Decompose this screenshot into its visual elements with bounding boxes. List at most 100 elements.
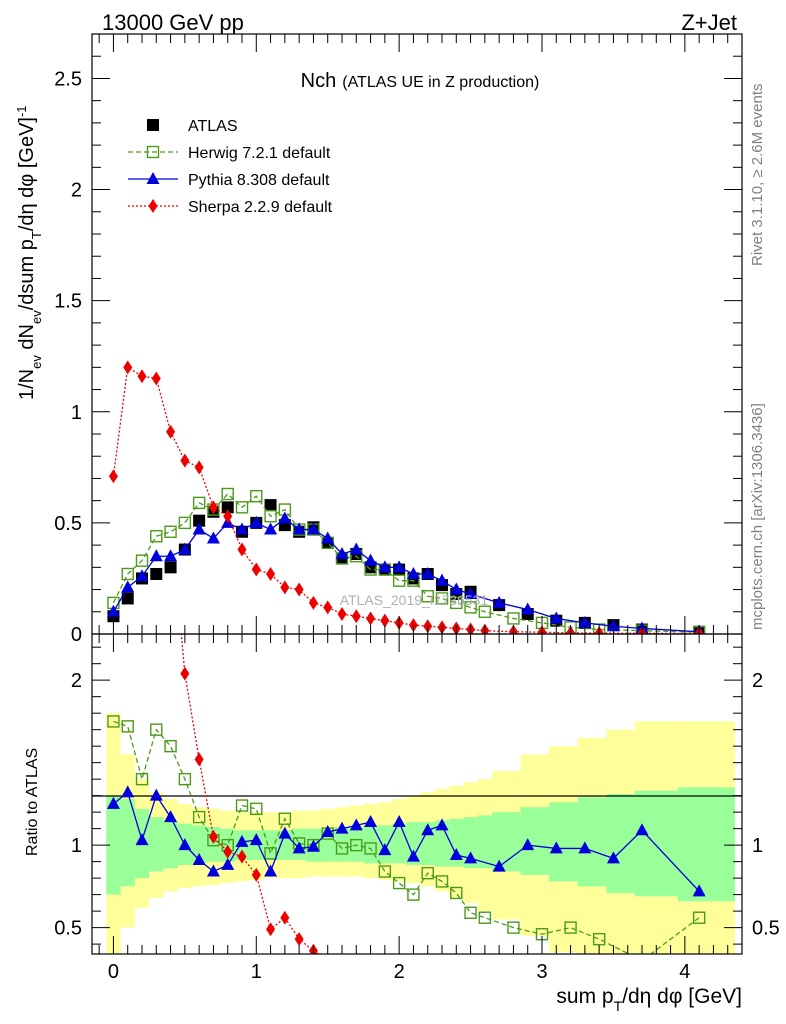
main-plot-title-text: Nch: [301, 70, 337, 92]
ratio-sherpa-point: [280, 910, 290, 925]
legend-marker-atlas: [147, 119, 159, 131]
sherpa-point: [151, 371, 161, 386]
ratio-pythia-point: [292, 841, 306, 854]
herwig-point: [178, 516, 192, 530]
ratio-herwig-point: [507, 921, 520, 934]
ratio-pythia-point: [464, 851, 478, 864]
legend-label-pythia: Pythia 8.308 default: [188, 172, 330, 189]
ratio-pythia-point: [449, 848, 463, 861]
sherpa-point: [123, 360, 133, 375]
legend: ATLAS Herwig 7.2.1 default Pythia 8.308 de…: [128, 118, 333, 216]
herwig-point: [435, 592, 449, 605]
ratio-band-inner: [392, 823, 407, 864]
ratio-pythia-point: [235, 834, 249, 847]
legend-marker-herwig: [146, 145, 160, 159]
pythia-point: [349, 542, 363, 555]
pythia-point: [378, 560, 392, 573]
pythia-point: [135, 569, 149, 582]
x-tick-label: 1: [251, 961, 262, 983]
ratio-sherpa-point: [166, 508, 175, 522]
x-tick-label: 3: [536, 961, 547, 983]
ratio-herwig-point: [250, 802, 263, 816]
pythia-point: [106, 604, 120, 617]
pythia-point: [164, 549, 178, 562]
ratio-band-inner: [149, 817, 164, 872]
ratio-pythia-point: [206, 864, 220, 877]
main-y-tick-label: 2: [71, 180, 82, 202]
ratio-herwig-point: [235, 799, 249, 812]
atlas-point: [193, 514, 206, 527]
herwig-point: [192, 496, 206, 510]
ratio-herwig-point: [692, 911, 706, 924]
herwig-point: [392, 574, 406, 587]
ratio-pythia-point: [378, 843, 392, 856]
ratio-pythia-point: [492, 859, 506, 872]
sherpa-series: [108, 360, 704, 634]
herwig-point: [478, 605, 492, 618]
pythia-point: [578, 615, 592, 628]
atlas-point: [221, 501, 234, 514]
x-tick-label: 2: [394, 961, 405, 983]
pythia-point: [392, 560, 406, 573]
ratio-sherpa-point: [266, 922, 276, 937]
ratio-band-inner: [334, 826, 350, 862]
ratio-herwig-point: [450, 886, 463, 900]
ratio-herwig-point: [464, 906, 477, 919]
x-tick-label: 4: [679, 961, 690, 983]
ratio-sherpa-point: [208, 829, 218, 844]
ratio-pythia-point: [349, 818, 363, 831]
ratio-herwig-point: [164, 739, 177, 753]
legend-label-sherpa: Sherpa 2.2.9 default: [188, 199, 333, 216]
ratio-herwig-point: [350, 838, 363, 852]
ratio-herwig-point: [150, 723, 163, 736]
legend-label-herwig: Herwig 7.2.1 default: [188, 145, 331, 162]
pythia-point: [192, 522, 206, 535]
ratio-sherpa-point: [294, 932, 304, 947]
sherpa-point: [280, 580, 290, 595]
sherpa-point: [223, 509, 233, 524]
atlas-point: [150, 568, 163, 580]
ratio-pythia-point: [121, 785, 135, 798]
ratio-pythia-point: [392, 815, 406, 828]
ratio-pythia-point: [221, 857, 235, 870]
legend-entry-pythia: Pythia 8.308 default: [128, 172, 330, 189]
pythia-point: [549, 611, 563, 624]
ratio-herwig-point: [392, 876, 406, 890]
ratio-pythia-point: [306, 839, 320, 852]
pythia-point: [406, 567, 420, 579]
ratio-y-tick-label-right: 2: [752, 670, 763, 692]
sherpa-point: [166, 424, 176, 439]
ratio-pythia-point: [249, 833, 263, 846]
ratio-band-inner: [349, 826, 364, 862]
herwig-series: [107, 487, 706, 634]
herwig-point: [121, 567, 134, 581]
ratio-pythia-point: [335, 821, 349, 834]
herwig-point: [250, 490, 263, 503]
ratio-band-inner: [263, 830, 278, 860]
herwig-point: [164, 525, 177, 538]
herwig-point: [450, 596, 463, 610]
legend-label-atlas: ATLAS: [188, 118, 238, 135]
pythia-point: [321, 531, 335, 544]
ratio-pythia-point: [421, 823, 435, 836]
sherpa-point: [351, 609, 361, 624]
ratio-pythia-point: [692, 884, 706, 897]
ratio-band-inner: [120, 798, 135, 887]
sherpa-point: [194, 460, 204, 475]
pythia-point: [335, 547, 349, 559]
ratio-pythia-point: [149, 788, 163, 801]
ratio-herwig-point: [378, 865, 392, 878]
ratio-sherpa-point: [223, 844, 233, 859]
ratio-herwig-point: [278, 812, 292, 825]
ratio-sherpa-point: [237, 849, 247, 864]
pythia-point: [435, 573, 449, 586]
legend-entry-sherpa: Sherpa 2.2.9 default: [128, 199, 333, 216]
legend-entry-herwig: Herwig 7.2.1 default: [128, 145, 331, 162]
ratio-pythia-point: [606, 851, 620, 864]
ratio-band-inner: [449, 818, 464, 867]
sherpa-point: [366, 611, 376, 626]
ratio-band-inner: [106, 795, 121, 895]
main-plot-title: Nch (ATLAS UE in Z production): [301, 70, 540, 92]
sherpa-point: [180, 453, 190, 468]
